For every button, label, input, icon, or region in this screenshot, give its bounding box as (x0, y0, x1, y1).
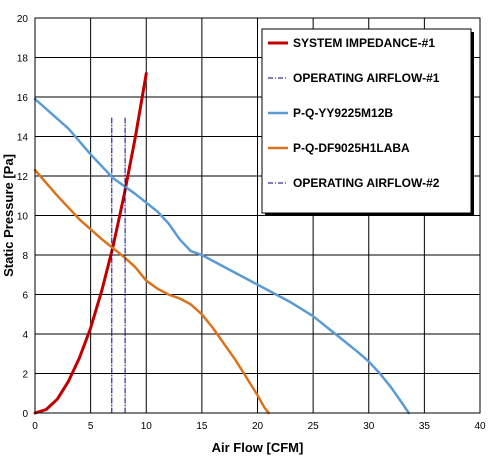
x-tick-label-2: 10 (141, 421, 153, 432)
legend-label-4: OPERATING AIRFLOW-#2 (293, 176, 440, 190)
y-tick-label-8: 16 (17, 93, 29, 104)
legend-label-1: OPERATING AIRFLOW-#1 (293, 71, 440, 85)
y-tick-labels: 0 2 4 6 8 10 12 14 16 18 20 (17, 14, 29, 420)
y-tick-label-9: 18 (17, 54, 29, 65)
y-tick-label-1: 2 (22, 370, 28, 381)
y-tick-label-6: 12 (17, 172, 29, 183)
y-tick-label-5: 10 (17, 212, 29, 223)
series-layer (33, 71, 411, 415)
x-tick-label-7: 35 (419, 421, 431, 432)
y-tick-label-10: 20 (17, 14, 29, 25)
x-tick-label-3: 15 (196, 421, 208, 432)
x-tick-label-8: 40 (474, 421, 486, 432)
legend: SYSTEM IMPEDANCE-#1 OPERATING AIRFLOW-#1 P… (261, 28, 474, 216)
y-tick-label-0: 0 (22, 409, 28, 420)
x-tick-labels: 0 5 10 15 20 25 30 35 40 (32, 421, 486, 432)
legend-box (261, 28, 472, 214)
x-axis-title: Air Flow [CFM] (212, 440, 304, 455)
x-tick-label-0: 0 (32, 421, 38, 432)
legend-label-3: P-Q-DF9025H1LABA (293, 141, 410, 155)
legend-label-2: P-Q-YY9225M12B (293, 106, 393, 120)
x-tick-label-4: 20 (252, 421, 264, 432)
y-tick-label-3: 6 (22, 291, 28, 302)
x-tick-label-5: 25 (308, 421, 320, 432)
legend-label-0: SYSTEM IMPEDANCE-#1 (293, 36, 435, 50)
series-line-0 (33, 71, 148, 415)
y-axis-title: Static Pressure [Pa] (1, 154, 16, 277)
x-tick-label-6: 30 (363, 421, 375, 432)
series-line-3 (33, 168, 270, 415)
series-line-2 (33, 97, 411, 415)
y-tick-label-4: 8 (22, 251, 28, 262)
y-tick-label-2: 4 (22, 330, 28, 341)
x-tick-label-1: 5 (88, 421, 94, 432)
y-tick-label-7: 14 (17, 133, 29, 144)
plot-frame (34, 17, 481, 414)
